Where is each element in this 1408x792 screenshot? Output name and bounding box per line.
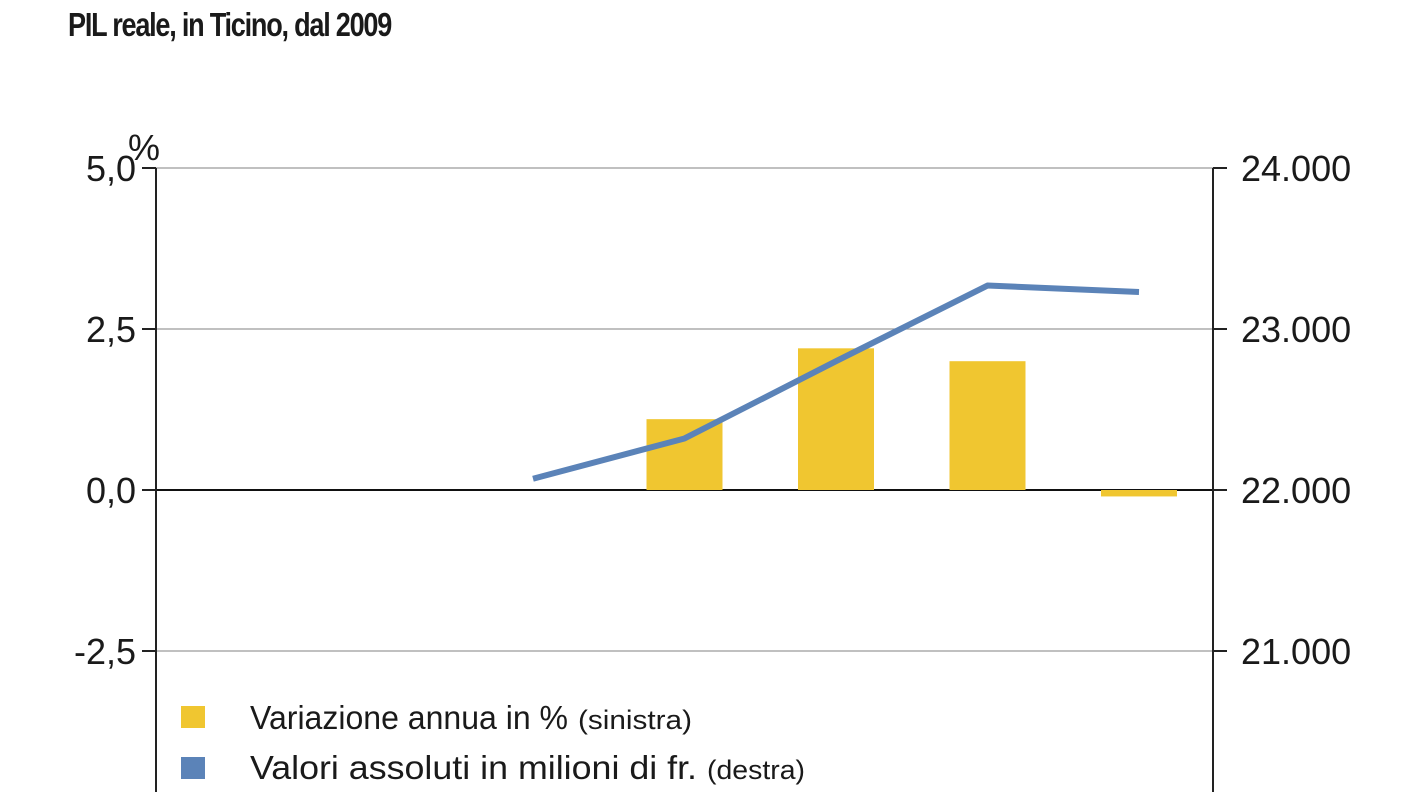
legend: Variazione annua in % (sinistra) Valori … bbox=[181, 699, 805, 786]
right-tick-label: 23.000 bbox=[1241, 309, 1351, 350]
grid-lines bbox=[142, 167, 1227, 652]
bar bbox=[949, 361, 1026, 490]
line-series bbox=[532, 282, 1140, 482]
right-tick-label: 21.000 bbox=[1241, 631, 1351, 672]
chart-title: PIL reale, in Ticino, dal 2009 bbox=[68, 6, 392, 43]
right-tick-label: 22.000 bbox=[1241, 470, 1351, 511]
legend-label-bars: Variazione annua in % bbox=[250, 699, 568, 736]
tick-labels: % 5,0 2,5 0,0 -2,5 24.000 23.000 22.000 21.000 bbox=[74, 127, 1351, 672]
left-tick-label: 0,0 bbox=[86, 470, 136, 511]
legend-swatch-bars bbox=[181, 706, 205, 728]
bar bbox=[646, 419, 723, 490]
bar bbox=[798, 348, 874, 490]
left-tick-label: 5,0 bbox=[86, 148, 136, 189]
series-line bbox=[532, 282, 1140, 482]
bar-series bbox=[646, 348, 1177, 497]
legend-note-bars: (sinistra) bbox=[578, 705, 692, 735]
left-tick-label: -2,5 bbox=[74, 631, 136, 672]
right-tick-label: 24.000 bbox=[1241, 148, 1351, 189]
axes bbox=[155, 168, 1214, 792]
legend-note-line: (destra) bbox=[707, 755, 805, 785]
left-tick-label: 2,5 bbox=[86, 309, 136, 350]
left-axis-unit-label: % bbox=[128, 127, 160, 168]
legend-swatch-line bbox=[181, 757, 205, 779]
legend-label-line: Valori assoluti in milioni di fr. bbox=[250, 749, 697, 786]
bar bbox=[1101, 490, 1177, 497]
